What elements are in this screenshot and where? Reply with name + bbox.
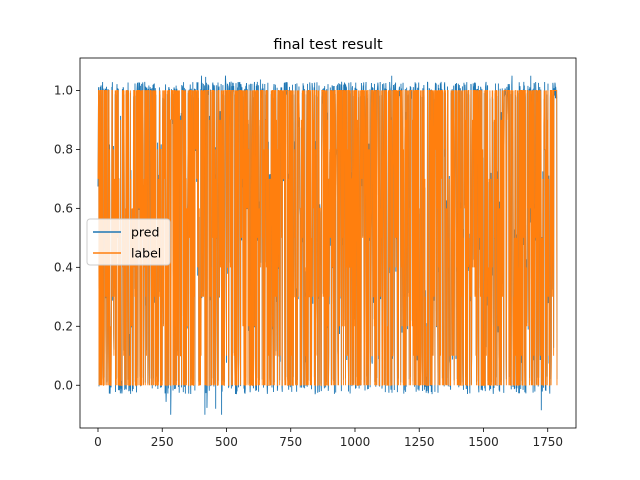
legend-label-pred: pred xyxy=(131,225,159,240)
x-tick-label: 1250 xyxy=(404,435,435,449)
y-tick-label: 0.4 xyxy=(54,261,73,275)
y-tick-label: 0.6 xyxy=(54,202,73,216)
y-tick-label: 0.8 xyxy=(54,143,73,157)
x-tick-label: 1500 xyxy=(468,435,499,449)
y-axis: 0.0 0.2 0.4 0.6 0.8 1.0 xyxy=(54,84,80,393)
y-tick-label: 0.2 xyxy=(54,320,73,334)
x-tick-label: 0 xyxy=(94,435,102,449)
x-tick-label: 750 xyxy=(279,435,302,449)
chart-title: final test result xyxy=(273,37,383,53)
x-tick-label: 1000 xyxy=(340,435,371,449)
x-axis: 0 250 500 750 1000 1250 1500 1750 xyxy=(94,428,563,449)
legend: pred label xyxy=(86,218,171,266)
series-line-label xyxy=(97,89,558,386)
plot-frame xyxy=(79,57,577,429)
y-tick-label: 1.0 xyxy=(54,84,73,98)
x-tick-label: 1750 xyxy=(532,435,563,449)
x-tick-label: 500 xyxy=(215,435,238,449)
x-tick-label: 250 xyxy=(151,435,174,449)
y-tick-label: 0.0 xyxy=(54,379,73,393)
legend-label-label: label xyxy=(131,246,161,261)
series-layer xyxy=(97,75,558,415)
